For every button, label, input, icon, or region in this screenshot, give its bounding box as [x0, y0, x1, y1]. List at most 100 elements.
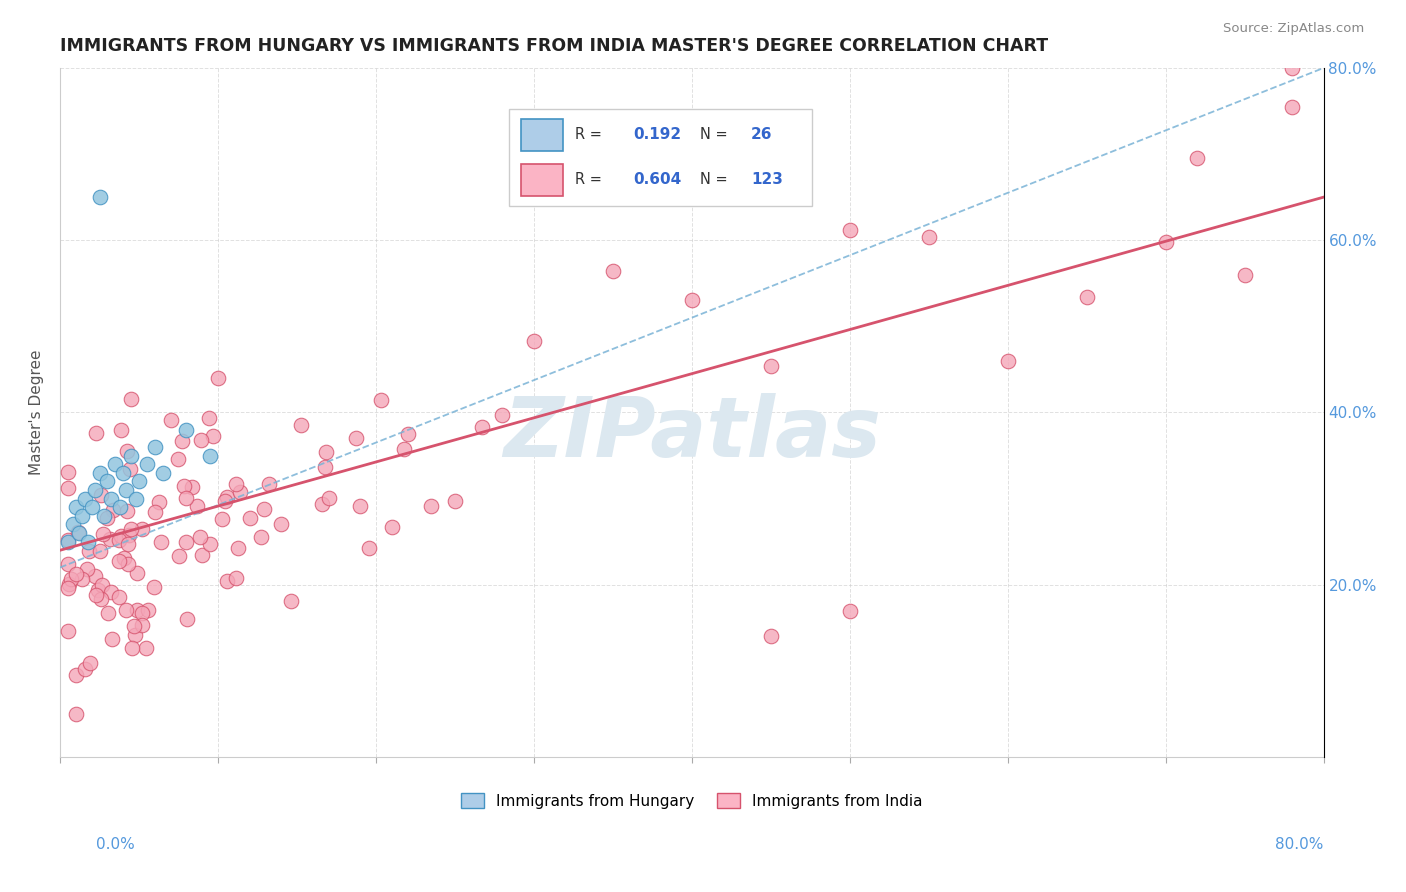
Point — [471, 419, 494, 434]
Point — [131, 607, 153, 621]
Point — [997, 353, 1019, 368]
Point — [118, 528, 141, 542]
Point — [229, 485, 252, 500]
Point — [270, 517, 292, 532]
Point — [318, 491, 340, 505]
Point — [344, 431, 367, 445]
Point — [56, 533, 79, 548]
Point — [117, 537, 139, 551]
Point — [225, 571, 247, 585]
Text: IMMIGRANTS FROM HUNGARY VS IMMIGRANTS FROM INDIA MASTER'S DEGREE CORRELATION CHA: IMMIGRANTS FROM HUNGARY VS IMMIGRANTS FR… — [60, 37, 1047, 55]
Point — [100, 532, 122, 546]
Point — [121, 641, 143, 656]
Point — [120, 392, 142, 406]
Point — [238, 511, 260, 525]
Point — [1154, 235, 1177, 250]
Point — [115, 504, 138, 518]
Point — [89, 466, 111, 480]
Point — [59, 572, 82, 586]
Point — [143, 580, 166, 594]
Point — [56, 534, 79, 549]
Point — [80, 500, 103, 515]
Point — [602, 263, 624, 277]
Point — [681, 293, 703, 307]
Point — [1281, 100, 1303, 114]
Point — [86, 583, 108, 598]
Point — [198, 411, 221, 425]
Point — [167, 549, 190, 564]
Point — [89, 543, 111, 558]
Point — [214, 493, 236, 508]
Point — [444, 494, 467, 508]
Point — [125, 566, 148, 580]
Point — [396, 427, 419, 442]
Point — [211, 512, 233, 526]
Point — [380, 520, 402, 534]
Point — [128, 475, 150, 489]
Point — [65, 706, 87, 721]
Point — [56, 582, 79, 596]
Point — [114, 603, 136, 617]
Point — [152, 466, 174, 480]
Point — [135, 641, 157, 656]
Point — [75, 662, 97, 676]
Point — [77, 544, 100, 558]
Point — [77, 534, 100, 549]
Point — [131, 523, 153, 537]
Point — [89, 190, 111, 204]
Point — [117, 557, 139, 571]
Point — [207, 371, 229, 385]
Point — [759, 359, 782, 373]
Point — [90, 577, 112, 591]
Point — [190, 433, 212, 447]
Point — [202, 428, 225, 442]
Point — [180, 480, 202, 494]
Point — [215, 574, 238, 588]
Point — [110, 423, 132, 437]
Point — [108, 590, 131, 604]
Point — [58, 624, 80, 638]
Point — [1281, 61, 1303, 75]
Point — [176, 491, 198, 506]
Text: ZIPatlas: ZIPatlas — [503, 392, 880, 474]
Point — [143, 440, 166, 454]
Point — [125, 603, 148, 617]
Point — [838, 603, 860, 617]
Point — [118, 462, 141, 476]
Point — [75, 491, 97, 506]
Point — [122, 619, 145, 633]
Point — [90, 488, 112, 502]
Point — [198, 449, 221, 463]
Point — [173, 479, 195, 493]
Point — [101, 503, 124, 517]
Point — [56, 465, 79, 479]
Point — [257, 476, 280, 491]
Point — [58, 576, 80, 591]
Point — [115, 444, 138, 458]
Point — [56, 481, 79, 495]
Point — [148, 495, 170, 509]
Point — [96, 475, 118, 489]
Point — [56, 558, 79, 572]
Point — [76, 562, 98, 576]
Point — [176, 612, 198, 626]
Point — [100, 491, 122, 506]
Point — [491, 408, 513, 422]
Point — [349, 499, 371, 513]
Text: 0.0%: 0.0% — [96, 838, 135, 852]
Point — [370, 392, 392, 407]
Point — [84, 426, 107, 441]
Point — [392, 442, 415, 457]
Point — [136, 603, 159, 617]
Point — [280, 593, 302, 607]
Point — [90, 592, 112, 607]
Point — [1076, 290, 1098, 304]
Point — [67, 526, 90, 541]
Point — [110, 529, 132, 543]
Point — [311, 497, 333, 511]
Point — [143, 505, 166, 519]
Point — [83, 568, 105, 582]
Point — [115, 483, 138, 497]
Legend: Immigrants from Hungary, Immigrants from India: Immigrants from Hungary, Immigrants from… — [454, 787, 929, 814]
Point — [96, 510, 118, 524]
